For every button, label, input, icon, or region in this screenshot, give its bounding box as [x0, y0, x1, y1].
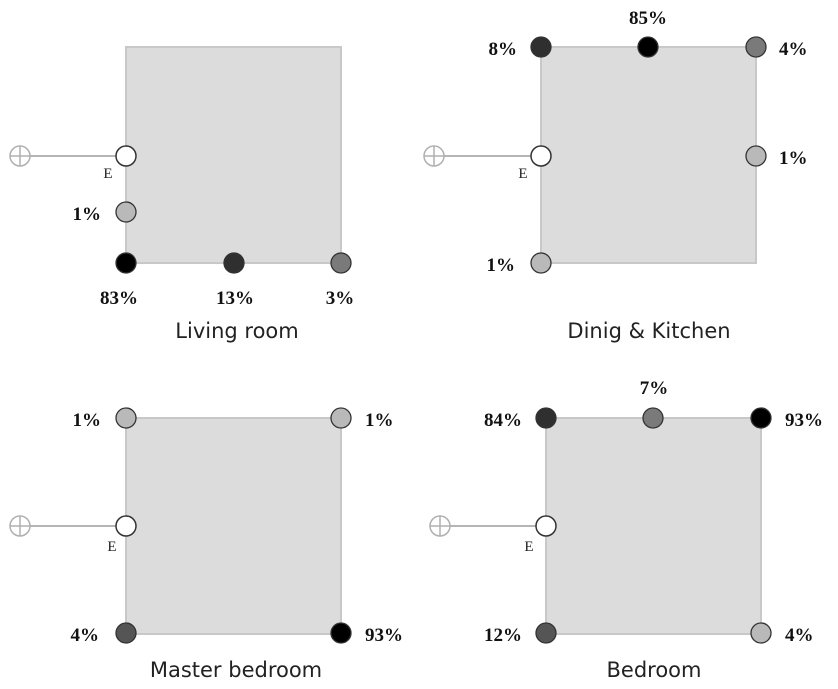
percentage-label: 93% — [785, 410, 823, 431]
percentage-label: 4% — [71, 625, 100, 646]
room-panel: E 84% 7% 93% 12% 4% Bedroom — [429, 378, 823, 682]
percentage-label: 1% — [73, 204, 102, 225]
room-area — [540, 46, 757, 264]
entry-label: E — [107, 539, 116, 555]
measurement-point — [535, 622, 557, 644]
measurement-point — [330, 407, 352, 429]
room-panel: E 1% 1% 4% 93% Master bedroom — [9, 407, 403, 682]
measurement-point — [530, 252, 552, 274]
room-title: Master bedroom — [150, 658, 322, 682]
measurement-point — [330, 622, 352, 644]
percentage-label: 84% — [484, 410, 522, 431]
percentage-label: 83% — [100, 288, 138, 309]
entry-marker — [530, 145, 552, 167]
percentage-label: 7% — [640, 378, 669, 399]
room-title: Bedroom — [607, 658, 702, 682]
entry-label: E — [103, 166, 112, 182]
percentage-label: 85% — [629, 8, 667, 29]
entry-marker — [115, 145, 137, 167]
measurement-point — [745, 36, 767, 58]
measurement-point — [223, 252, 245, 274]
measurement-point — [642, 407, 664, 429]
measurement-point — [745, 145, 767, 167]
measurement-point — [535, 407, 557, 429]
percentage-label: 3% — [326, 288, 355, 309]
entry-marker — [115, 515, 137, 537]
room-panel: E 8% 85% 4% 1% 1% Dinig & Kitchen — [423, 8, 808, 343]
percentage-label: 12% — [484, 625, 522, 646]
room-panel: E 1% 83% 13% 3% Living room — [9, 46, 355, 343]
circle-cross-icon — [423, 145, 445, 167]
room-title: Living room — [175, 319, 298, 343]
percentage-label: 1% — [487, 255, 516, 276]
measurement-point — [330, 252, 352, 274]
measurement-point — [530, 36, 552, 58]
room-area — [125, 417, 342, 635]
measurement-point — [750, 622, 772, 644]
measurement-point — [115, 201, 137, 223]
percentage-label: 4% — [785, 625, 814, 646]
measurement-point — [750, 407, 772, 429]
room-area — [125, 46, 342, 264]
room-title: Dinig & Kitchen — [567, 319, 730, 343]
measurement-point — [115, 252, 137, 274]
circle-cross-icon — [429, 515, 451, 537]
room-area — [545, 417, 762, 635]
percentage-label: 13% — [216, 288, 254, 309]
circle-cross-icon — [9, 515, 31, 537]
percentage-label: 93% — [365, 625, 403, 646]
entry-marker — [535, 515, 557, 537]
measurement-point — [115, 407, 137, 429]
percentage-label: 1% — [779, 148, 808, 169]
percentage-label: 8% — [489, 39, 518, 60]
circle-cross-icon — [9, 145, 31, 167]
percentage-label: 4% — [779, 39, 808, 60]
entry-label: E — [518, 166, 527, 182]
entry-label: E — [524, 539, 533, 555]
percentage-label: 1% — [73, 410, 102, 431]
measurement-point — [637, 36, 659, 58]
percentage-label: 1% — [365, 410, 394, 431]
measurement-point — [115, 622, 137, 644]
